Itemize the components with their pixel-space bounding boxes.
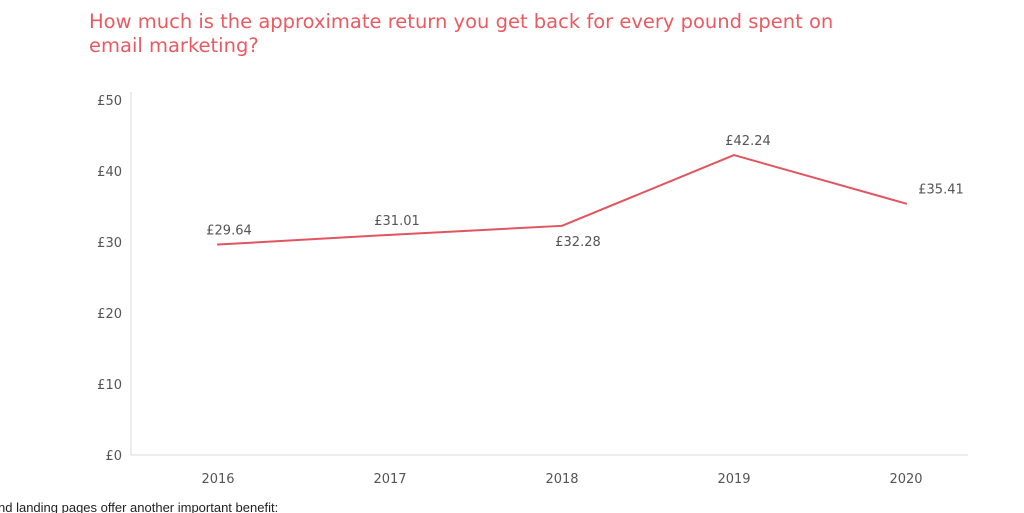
data-label: £42.24 (725, 134, 771, 149)
x-tick-label: 2016 (201, 472, 234, 487)
y-tick-label: £50 (97, 94, 122, 109)
x-tick-label: 2017 (373, 472, 406, 487)
chart-title: How much is the approximate return you g… (89, 10, 834, 57)
data-point (905, 202, 907, 205)
y-tick-label: £20 (97, 307, 122, 322)
y-tick-label: £30 (97, 236, 122, 251)
y-tick-label: £0 (105, 449, 122, 464)
data-point (389, 233, 391, 236)
x-tick-label: 2020 (889, 472, 922, 487)
footer-text: nd landing pages offer another important… (0, 500, 279, 513)
data-label: £35.41 (918, 183, 964, 198)
x-tick-label: 2019 (717, 472, 750, 487)
line-chart: £0 £10 £20 £30 £40 £50 2016 2017 2018 2019 2020 £… (97, 92, 968, 487)
data-label: £31.01 (374, 214, 420, 229)
x-tick-label: 2018 (545, 472, 578, 487)
y-tick-label: £40 (97, 165, 122, 180)
data-point (561, 224, 563, 227)
data-point (217, 243, 219, 246)
y-tick-label: £10 (97, 378, 122, 393)
series-line (217, 154, 907, 246)
data-point (733, 154, 735, 157)
data-label: £29.64 (206, 224, 252, 239)
data-label: £32.28 (555, 235, 601, 250)
